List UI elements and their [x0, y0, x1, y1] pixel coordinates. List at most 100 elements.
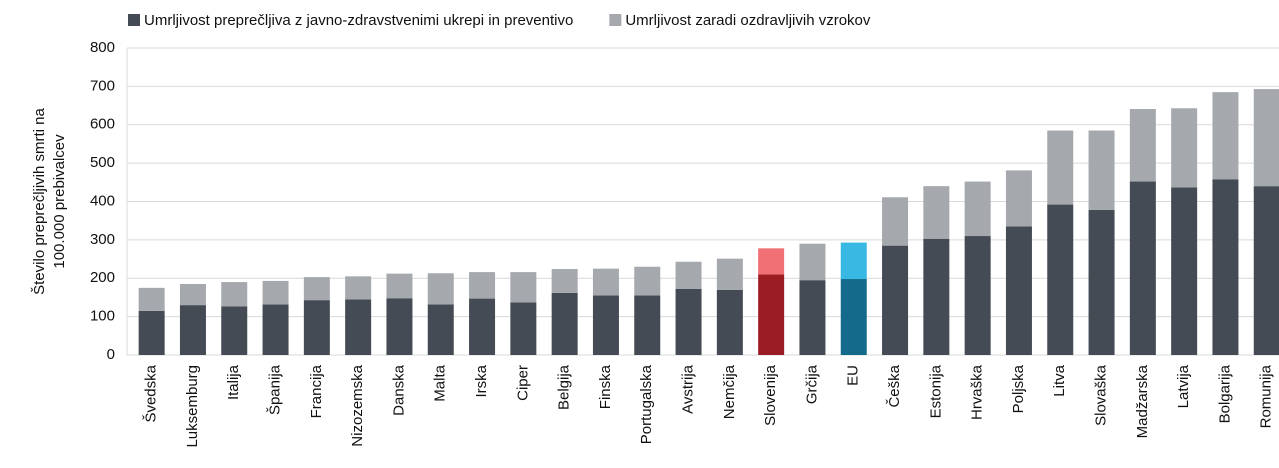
bar-segment [592, 295, 619, 355]
x-tick-label: EU [845, 365, 862, 386]
legend-label: Umrljivost preprečljiva z javno-zdravstv… [144, 12, 573, 29]
bar-segment [1253, 186, 1279, 355]
x-tick-label: Ciper [514, 365, 531, 401]
bar-segment [386, 273, 413, 299]
x-tick-label: Nemčija [721, 364, 738, 419]
bar-segment [510, 272, 537, 303]
x-tick-label: Portugalska [638, 364, 655, 444]
bar-segment [716, 289, 743, 355]
y-tick-label: 100 [90, 308, 115, 325]
bar-segment [386, 298, 413, 355]
bar-segment [1005, 170, 1032, 227]
x-tick-label: Latvija [1175, 364, 1192, 408]
bar-segment [592, 268, 619, 296]
bar-segment [345, 276, 372, 300]
bar-segment [221, 306, 248, 355]
y-tick-label: 600 [90, 116, 115, 133]
y-axis-label: Število preprečljivih smrti na [31, 107, 48, 294]
bar-segment [262, 280, 289, 305]
bar-segment [427, 304, 454, 355]
x-tick-label: Slovenija [762, 364, 779, 426]
x-tick-label: Francija [308, 364, 325, 418]
bar-segment [1005, 226, 1032, 355]
bar-segment [1047, 130, 1074, 205]
bar-segment [882, 197, 909, 246]
bar-segment [303, 277, 330, 301]
bar-segment [882, 245, 909, 355]
bar-segment [138, 310, 165, 355]
bar-segment [675, 288, 702, 355]
bar-segment [634, 295, 661, 355]
x-tick-label: Švedska [143, 364, 160, 422]
bar-segment [345, 299, 372, 355]
y-tick-label: 400 [90, 192, 115, 209]
y-tick-label: 800 [90, 39, 115, 56]
y-tick-label: 300 [90, 231, 115, 248]
x-tick-label: Nizozemska [349, 364, 366, 446]
bar-segment [469, 272, 496, 299]
bar-segment [716, 258, 743, 290]
bar-segment [179, 284, 206, 306]
bar-segment [799, 280, 826, 355]
bar-segment [923, 238, 950, 355]
x-tick-label: Luksemburg [184, 365, 201, 448]
bar-segment [1088, 130, 1115, 210]
legend-swatch [128, 14, 140, 26]
bar-segment [551, 292, 578, 355]
x-tick-label: Bolgarija [1216, 364, 1233, 423]
bar-segment [675, 261, 702, 289]
bar-segment [138, 287, 165, 311]
bar-segment [179, 305, 206, 355]
x-tick-label: Belgija [556, 364, 573, 410]
x-tick-label: Španija [267, 364, 284, 415]
x-tick-label: Italija [225, 364, 242, 400]
bar-segment [469, 298, 496, 355]
bar-segment [1047, 204, 1074, 355]
bar-segment [964, 236, 991, 355]
y-axis-label: 100.000 prebivalcev [51, 134, 68, 269]
bar-segment [758, 274, 785, 355]
x-tick-label: Estonija [927, 364, 944, 418]
y-tick-label: 0 [107, 346, 115, 363]
bar-segment [1253, 89, 1279, 187]
legend-swatch [609, 14, 622, 26]
bar-segment [1171, 187, 1198, 355]
bar-segment [964, 181, 991, 237]
bar-segment [303, 300, 330, 355]
y-tick-label: 700 [90, 77, 115, 94]
bar-segment [427, 273, 454, 305]
x-tick-label: Poljska [1010, 364, 1027, 413]
x-tick-label: Madžarska [1134, 364, 1151, 438]
bar-segment [840, 242, 867, 280]
bars [138, 89, 1279, 355]
x-tick-label: Finska [597, 364, 614, 409]
bar-segment [1129, 181, 1156, 355]
bar-segment [1088, 209, 1115, 355]
x-tick-label: Danska [390, 364, 407, 416]
legend-label: Umrljivost zaradi ozdravljivih vzrokov [625, 12, 871, 29]
bar-segment [551, 269, 578, 293]
x-tick-label: Irska [473, 364, 490, 397]
x-tick-label: Litva [1051, 364, 1068, 396]
y-tick-label: 200 [90, 269, 115, 286]
x-tick-label: Grčija [803, 364, 820, 404]
bar-segment [221, 282, 248, 307]
bar-segment [1129, 109, 1156, 182]
x-tick-label: Češka [886, 364, 903, 407]
bar-segment [1212, 179, 1239, 355]
bar-segment [923, 186, 950, 239]
x-tick-label: Malta [432, 364, 449, 401]
bar-segment [758, 248, 785, 275]
x-tick-label: Slovaška [1093, 364, 1110, 426]
x-tick-label: Romunija [1258, 364, 1275, 428]
bar-segment [1171, 108, 1198, 188]
bar-segment [799, 243, 826, 281]
bar-segment [840, 279, 867, 355]
x-tick-label: Avstrija [680, 364, 697, 414]
y-tick-label: 500 [90, 154, 115, 171]
bar-segment [634, 266, 661, 296]
x-tick-label: Hrvaška [969, 364, 986, 420]
bar-segment [1212, 92, 1239, 180]
bar-segment [262, 304, 289, 355]
bar-segment [510, 302, 537, 355]
